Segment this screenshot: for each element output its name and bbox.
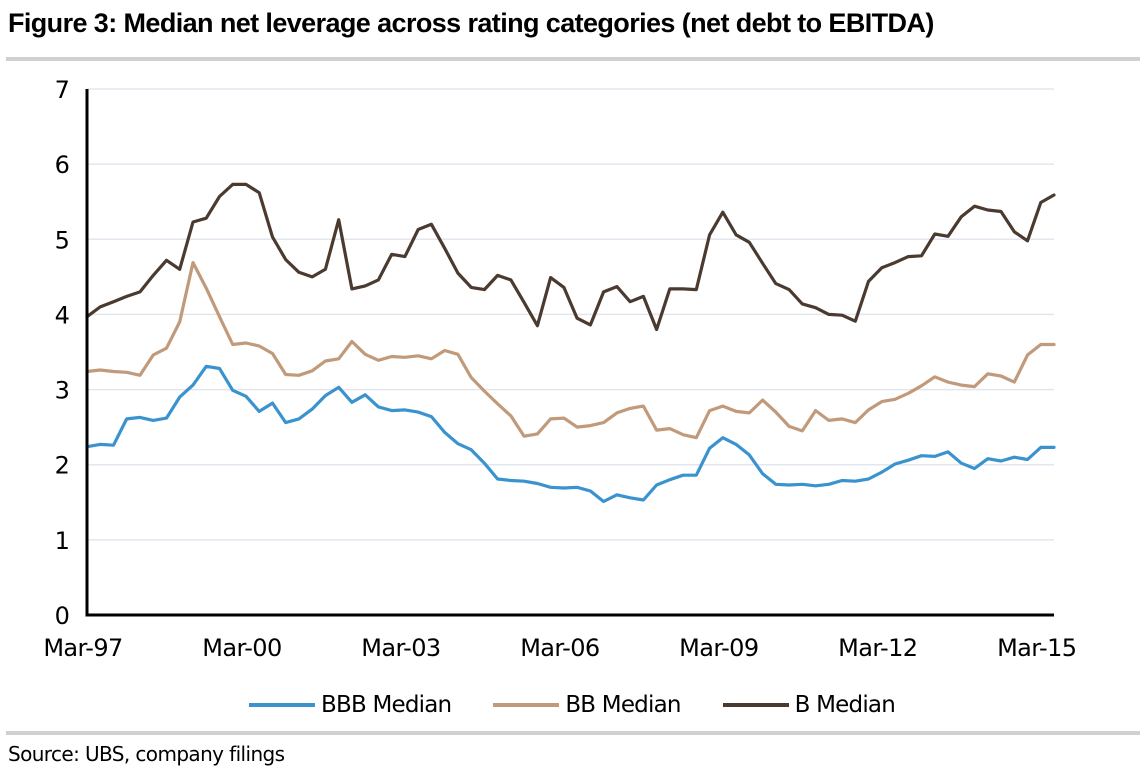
x-tick-label: Mar-09 <box>679 634 758 662</box>
series-lines <box>85 182 1056 504</box>
legend-label-bb: BB Median <box>565 692 681 718</box>
x-tick-label: Mar-03 <box>361 634 440 662</box>
x-tick-label: Mar-97 <box>43 634 122 662</box>
gridlines <box>87 88 1054 541</box>
y-tick-label: 3 <box>55 377 70 405</box>
legend-item-bb: BB Median <box>493 690 681 720</box>
series-line-bbb-median <box>85 364 1056 504</box>
y-tick-label: 6 <box>55 151 70 179</box>
legend-label-b: B Median <box>794 692 896 718</box>
y-tick-label: 7 <box>55 76 70 104</box>
x-tick-label: Mar-06 <box>520 634 599 662</box>
x-axis-tick-labels: Mar-97 Mar-00 Mar-03 Mar-06 Mar-09 Mar-12 Mar-… <box>43 634 1077 662</box>
legend-item-b: B Median <box>722 690 896 720</box>
legend-swatch-bb <box>493 703 560 707</box>
y-axis-tick-labels: 0 1 2 3 4 5 6 7 <box>55 76 70 630</box>
footer-divider <box>6 731 1140 735</box>
figure-title: Figure 3: Median net leverage across rat… <box>8 8 934 38</box>
y-tick-label: 4 <box>55 301 70 329</box>
title-divider <box>6 57 1140 61</box>
series-line-bb-median <box>85 261 1056 440</box>
x-tick-label: Mar-12 <box>838 634 917 662</box>
x-tick-label: Mar-15 <box>997 634 1076 662</box>
y-tick-label: 0 <box>55 602 70 630</box>
y-tick-label: 2 <box>55 452 70 480</box>
y-tick-label: 1 <box>55 527 70 555</box>
legend-label-bbb: BBB Median <box>321 692 452 718</box>
source-note: Source: UBS, company filings <box>8 742 285 766</box>
legend: BBB Median BB Median B Median <box>0 690 1144 720</box>
y-tick-label: 5 <box>55 226 70 254</box>
series-line-b-median <box>85 182 1056 332</box>
x-tick-label: Mar-00 <box>202 634 281 662</box>
legend-item-bbb: BBB Median <box>249 690 452 720</box>
legend-swatch-bbb <box>249 703 315 707</box>
legend-swatch-b <box>722 703 789 707</box>
